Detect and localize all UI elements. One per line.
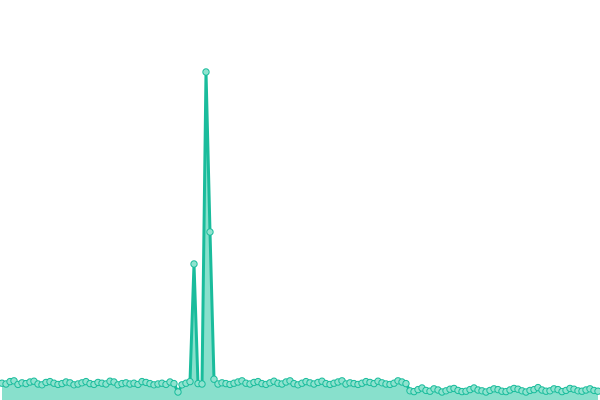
data-point [594,387,600,395]
data-point [210,375,218,383]
series-line [1,70,599,394]
data-point [190,260,198,268]
data-point [174,388,182,396]
data-points [0,68,600,396]
data-point [202,68,210,76]
data-point [186,377,194,386]
data-point [402,379,410,388]
data-point [198,380,206,388]
data-point [206,228,214,236]
data-point [170,379,178,388]
area-fill [2,72,598,400]
